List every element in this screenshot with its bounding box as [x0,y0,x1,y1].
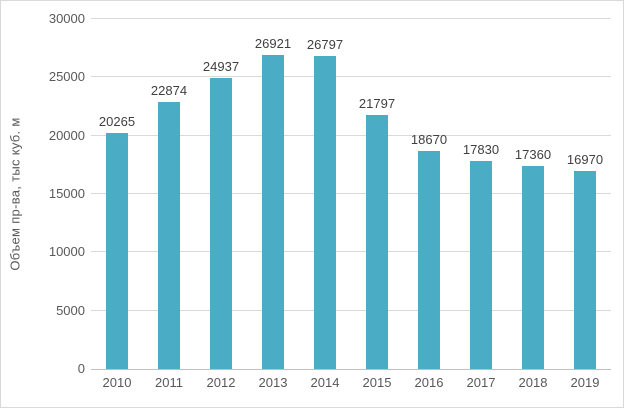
y-tick-label: 20000 [48,127,85,143]
x-tick-label-2017: 2017 [466,375,496,390]
bar-value-label: 24937 [202,59,240,75]
y-tick-label: 15000 [48,186,85,201]
bar-2018 [522,166,544,369]
bar-slot: 18670 [403,19,455,369]
bar-value-label: 26921 [254,35,292,51]
gridline [91,18,611,19]
bar-2019 [574,171,596,369]
bar-value-label: 18670 [410,132,448,148]
gridline [91,251,611,253]
bar-2014 [314,56,336,369]
y-axis: 0 5000 10000 15000 20000 25000 30000 [1,11,85,376]
x-tick-label-2013: 2013 [258,375,288,390]
x-tick-label-2016: 2016 [414,375,444,390]
bar-slot: 26797 [299,19,351,369]
bar-slot: 22874 [143,19,195,369]
x-tick-label-2018: 2018 [518,375,548,390]
x-tick-label-2019: 2019 [570,375,600,390]
bar-2013 [262,54,284,369]
x-tick-label-2015: 2015 [362,375,392,390]
bar-slot: 16970 [559,19,611,369]
bar-value-label: 16970 [566,152,604,168]
bar-value-label: 20265 [98,113,136,129]
bar-2017 [470,160,492,369]
y-tick-label: 5000 [56,302,85,318]
x-tick-label-2014: 2014 [310,375,340,390]
x-tick-label-2010: 2010 [102,375,132,390]
bar-slot: 21797 [351,19,403,369]
y-tick-label: 10000 [48,244,85,260]
bar-2011 [158,102,180,369]
bar-2012 [210,78,232,369]
bar-slot: 20265 [91,19,143,369]
bar-value-label: 26797 [306,37,344,53]
x-axis: 2010 2011 2012 2013 2014 2015 2016 2017 2018 2019 [91,375,611,390]
plot-area: 20265 22874 24937 26921 26797 21797 18670 17830… [91,18,611,370]
bar-slot: 17830 [455,19,507,369]
y-tick-label: 0 [77,361,85,376]
gridline [91,76,611,78]
bar-2016 [418,151,440,369]
bar-slot: 24937 [195,19,247,369]
gridline [91,193,611,194]
bar-value-label: 21797 [358,95,396,111]
bar-value-label: 22874 [150,83,188,99]
gridline [91,134,611,136]
gridline [91,309,611,311]
bar-2015 [366,114,388,369]
bars-layer: 20265 22874 24937 26921 26797 21797 18670 17830… [91,19,611,369]
x-tick-label-2012: 2012 [206,375,236,390]
bar-2010 [106,132,128,369]
bar-value-label: 17360 [514,147,552,163]
bar-slot: 26921 [247,19,299,369]
y-tick-label: 30000 [48,11,85,26]
y-tick-label: 25000 [48,69,85,85]
bar-slot: 17360 [507,19,559,369]
x-tick-label-2011: 2011 [155,375,183,390]
bar-value-label: 17830 [462,141,500,157]
